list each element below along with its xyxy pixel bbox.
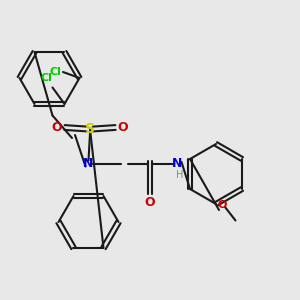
Text: N: N bbox=[172, 157, 182, 170]
Text: O: O bbox=[217, 200, 227, 211]
Text: O: O bbox=[145, 196, 155, 209]
Text: N: N bbox=[83, 157, 94, 170]
Text: O: O bbox=[118, 121, 128, 134]
Text: Cl: Cl bbox=[50, 67, 61, 77]
Text: O: O bbox=[52, 121, 62, 134]
Text: S: S bbox=[85, 122, 95, 136]
Text: H: H bbox=[176, 170, 184, 181]
Text: Cl: Cl bbox=[40, 74, 52, 83]
